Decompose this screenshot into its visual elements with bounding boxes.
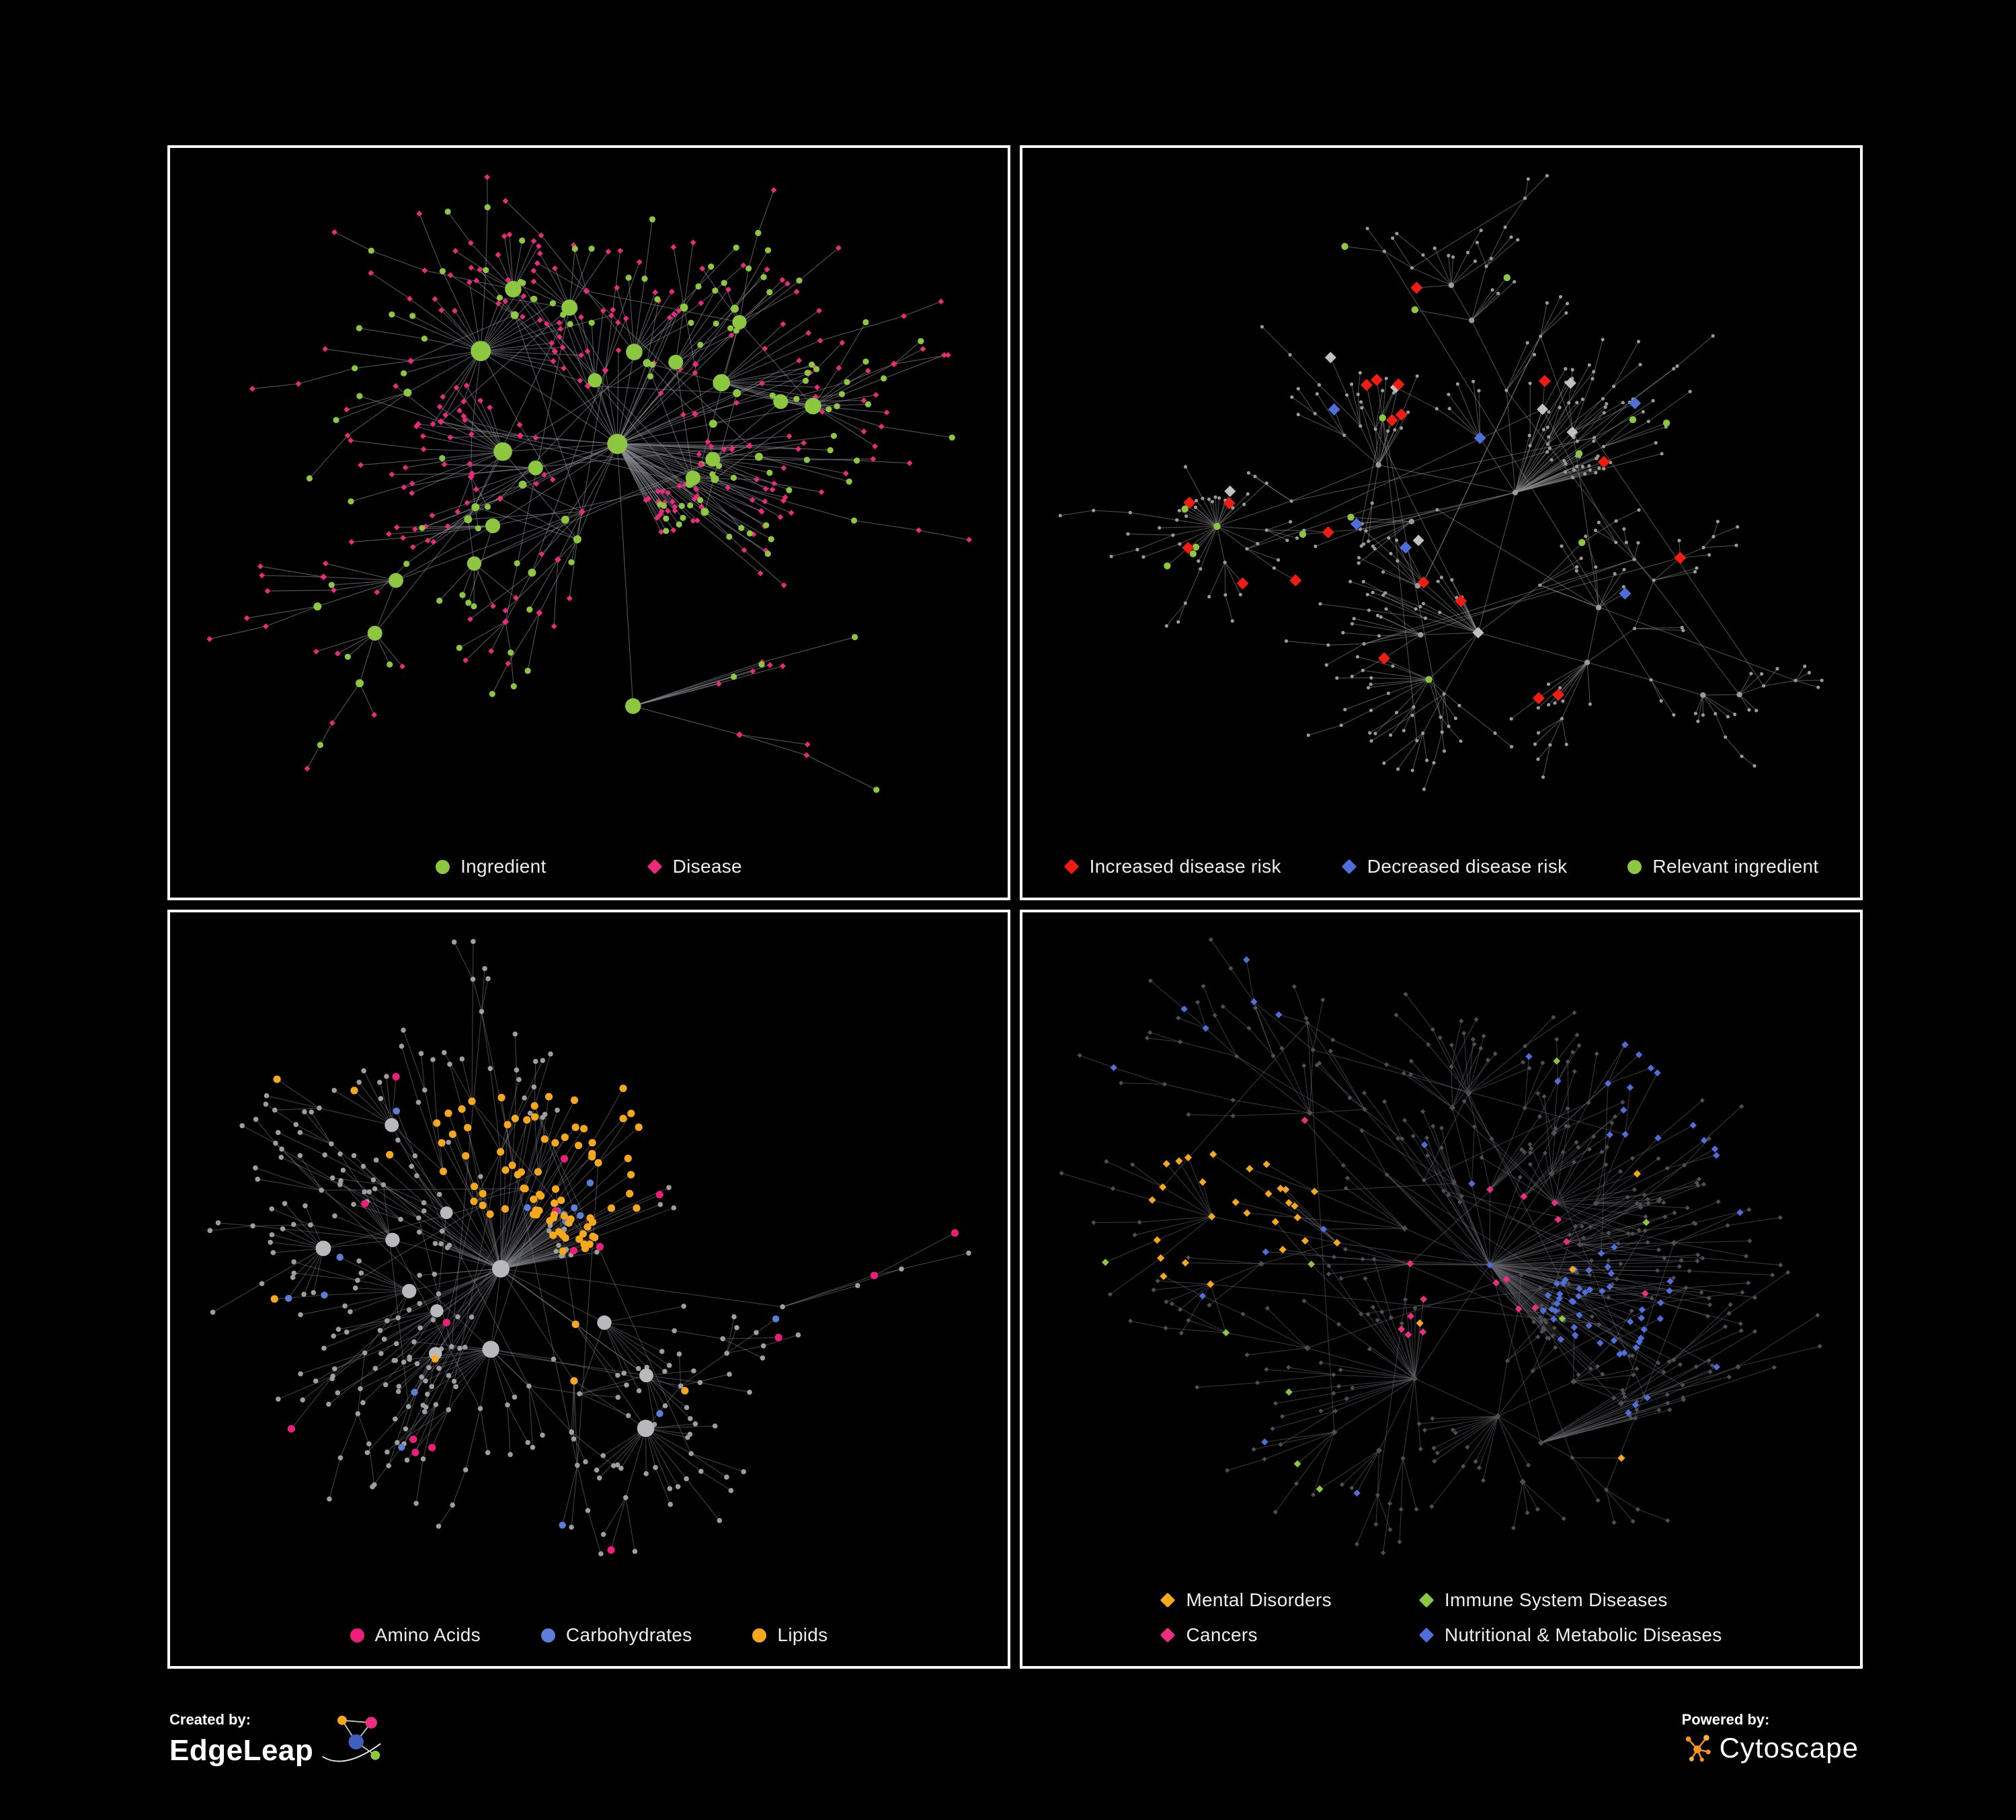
panel-grid: Ingredient Disease Increased disease risk… bbox=[167, 145, 1863, 1669]
legend-row: Increased disease risk Decreased disease … bbox=[1063, 856, 1819, 877]
panel-disease-classes: Mental Disorders Immune System Diseases Ca… bbox=[1020, 910, 1863, 1669]
legend-item: Mental Disorders bbox=[1160, 1589, 1332, 1611]
legend-rows: Mental Disorders Immune System Diseases Ca… bbox=[1160, 1589, 1722, 1646]
legend-item: Decreased disease risk bbox=[1341, 856, 1568, 877]
legend-item: Increased disease risk bbox=[1063, 856, 1281, 877]
legend-item: Relevant ingredient bbox=[1627, 856, 1818, 877]
disease-class-legend: Mental Disorders Immune System Diseases Ca… bbox=[1022, 1589, 1860, 1646]
legend-item: Immune System Diseases bbox=[1418, 1589, 1668, 1611]
panel-ingredient-disease: Ingredient Disease bbox=[167, 145, 1010, 900]
legend-label: Lipids bbox=[777, 1624, 828, 1645]
diamond-marker bbox=[1160, 1592, 1176, 1608]
legend-label: Cancers bbox=[1186, 1624, 1258, 1645]
circle-marker bbox=[752, 1628, 767, 1643]
created-by-label: Created by: bbox=[169, 1711, 251, 1728]
legend-label: Mental Disorders bbox=[1186, 1589, 1332, 1610]
legend-item: Disease bbox=[647, 856, 742, 877]
nutrient-class-legend: Amino Acids Carbohydrates Lipids bbox=[170, 1624, 1008, 1646]
nutrient-class-network-graph bbox=[207, 939, 971, 1556]
panel-nutrient-classes: Amino Acids Carbohydrates Lipids bbox=[167, 910, 1010, 1669]
legend-label: Ingredient bbox=[460, 856, 547, 877]
disease-risk-legend: Increased disease risk Decreased disease … bbox=[1022, 856, 1860, 877]
legend-row: Amino Acids Carbohydrates Lipids bbox=[350, 1624, 828, 1646]
legend-item: Lipids bbox=[752, 1624, 828, 1646]
powered-by-label: Powered by: bbox=[1681, 1711, 1770, 1728]
diamond-marker bbox=[1341, 859, 1357, 875]
diamond-marker bbox=[647, 859, 662, 875]
footer: Created by: EdgeLeap bbox=[169, 1711, 1859, 1768]
legend-row: Ingredient Disease bbox=[436, 856, 742, 877]
cytoscape-wordmark: Cytoscape bbox=[1719, 1732, 1859, 1764]
legend-label: Carbohydrates bbox=[565, 1624, 692, 1645]
legend-label: Nutritional & Metabolic Diseases bbox=[1444, 1624, 1722, 1645]
legend-item: Ingredient bbox=[436, 856, 547, 877]
ingredient-disease-network-graph bbox=[206, 174, 972, 793]
legend-item: Nutritional & Metabolic Diseases bbox=[1418, 1624, 1722, 1646]
disease-risk-network-graph bbox=[1058, 173, 1824, 791]
legend-label: Immune System Diseases bbox=[1444, 1589, 1668, 1610]
edgeleap-wordmark: EdgeLeap bbox=[169, 1733, 314, 1767]
legend-label: Decreased disease risk bbox=[1367, 856, 1568, 877]
circle-marker bbox=[350, 1628, 364, 1643]
diamond-marker bbox=[1418, 1592, 1435, 1608]
disease-class-network-graph bbox=[1059, 937, 1822, 1556]
legend-item: Carbohydrates bbox=[540, 1624, 692, 1646]
ingredient-disease-legend: Ingredient Disease bbox=[170, 856, 1008, 877]
panel-disease-risk: Increased disease risk Decreased disease … bbox=[1020, 145, 1863, 900]
legend-item: Cancers bbox=[1160, 1624, 1258, 1646]
diamond-marker bbox=[1063, 859, 1079, 875]
circle-marker bbox=[1627, 859, 1642, 874]
diamond-marker bbox=[1160, 1627, 1176, 1643]
legend-label: Amino Acids bbox=[374, 1624, 481, 1645]
powered-by-block: Powered by: Cy bbox=[1682, 1711, 1859, 1764]
circle-marker bbox=[436, 859, 450, 874]
legend-label: Disease bbox=[672, 856, 742, 877]
legend-label: Relevant ingredient bbox=[1652, 856, 1819, 877]
cytoscape-logo-icon bbox=[1685, 1735, 1711, 1762]
legend-item: Amino Acids bbox=[350, 1624, 481, 1646]
diamond-marker bbox=[1418, 1627, 1435, 1643]
legend-label: Increased disease risk bbox=[1089, 856, 1281, 877]
created-by-block: Created by: EdgeLeap bbox=[169, 1711, 390, 1768]
circle-marker bbox=[540, 1628, 555, 1643]
edgeleap-logo-icon bbox=[322, 1715, 381, 1762]
